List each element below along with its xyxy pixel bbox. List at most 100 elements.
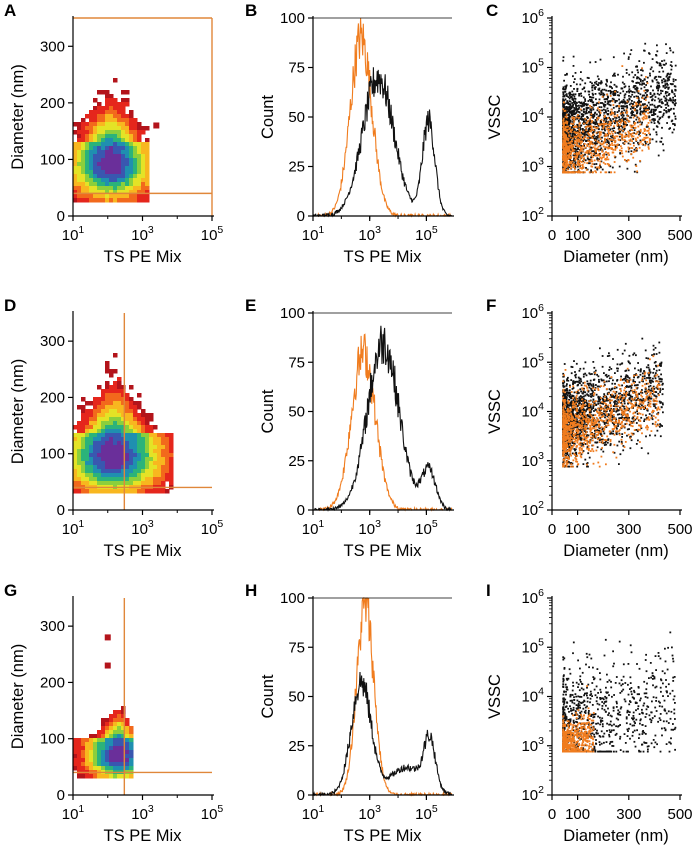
scatter-point — [595, 126, 597, 128]
scatter-point — [581, 141, 583, 143]
scatter-point — [600, 147, 603, 150]
scatter-point — [643, 420, 645, 422]
scatter-point — [602, 142, 605, 145]
scatter-point — [605, 422, 608, 424]
scatter-point — [604, 374, 607, 377]
density-cell — [109, 409, 114, 414]
scatter-point — [661, 102, 663, 105]
scatter-point — [562, 131, 565, 134]
density-cell — [153, 453, 158, 458]
density-cell — [137, 150, 142, 155]
scatter-point — [638, 142, 641, 145]
scatter-point — [669, 83, 672, 85]
density-cell — [89, 477, 94, 482]
density-cell — [117, 130, 122, 135]
panel-letter: A — [4, 1, 16, 20]
scatter-point — [599, 148, 602, 151]
density-cell — [157, 449, 162, 454]
scatter-point — [631, 129, 634, 131]
density-cell — [121, 389, 126, 394]
density-cell — [97, 489, 102, 494]
scatter-point — [591, 115, 594, 118]
scatter-point — [660, 106, 663, 108]
scatter-point — [618, 132, 620, 135]
scatter-point — [577, 120, 580, 122]
scatter-point — [628, 397, 631, 399]
scatter-point — [631, 395, 634, 398]
density-cell — [81, 154, 86, 159]
scatter-point — [594, 88, 596, 90]
density-cell — [125, 473, 130, 478]
scatter-point — [632, 138, 635, 140]
density-cell — [161, 489, 166, 494]
scatter-point — [645, 94, 648, 97]
scatter-point — [643, 408, 645, 410]
scatter-point — [660, 92, 662, 95]
density-cell — [109, 98, 114, 103]
scatter-point — [614, 156, 616, 159]
scatter-point — [570, 156, 573, 158]
density-cell — [77, 182, 82, 187]
scatter-point — [580, 109, 583, 112]
density-cell — [117, 441, 122, 446]
scatter-point — [597, 148, 600, 151]
density-cell — [117, 421, 122, 426]
density-cell — [77, 166, 82, 171]
density-cell — [129, 174, 134, 179]
density-cell — [81, 178, 86, 183]
scatter-point — [606, 79, 608, 81]
scatter-point — [613, 144, 616, 146]
scatter-point — [651, 138, 654, 141]
scatter-point — [596, 147, 599, 150]
density-cell — [109, 118, 114, 123]
scatter-point — [666, 86, 668, 89]
scatter-point — [585, 133, 588, 136]
scatter-point — [575, 153, 578, 155]
scatter-point — [568, 108, 570, 111]
scatter-point — [565, 102, 568, 104]
scatter-point — [598, 166, 600, 168]
density-cell — [141, 150, 146, 155]
scatter-point — [564, 139, 567, 142]
scatter-point — [641, 83, 643, 86]
scatter-point — [651, 354, 653, 356]
scatter-point — [565, 110, 568, 113]
scatter-point — [616, 144, 618, 147]
histogram-line-black — [313, 325, 452, 512]
scatter-point — [608, 126, 611, 128]
density-cell — [165, 469, 170, 474]
scatter-point — [669, 127, 671, 129]
density-cell — [97, 417, 102, 422]
scatter-point — [621, 133, 623, 136]
scatter-point — [612, 74, 614, 77]
scatter-point — [595, 98, 597, 101]
scatter-point — [585, 119, 588, 121]
density-cell — [137, 469, 142, 474]
scatter-point — [609, 143, 612, 146]
scatter-point — [650, 108, 653, 111]
scatter-point — [618, 128, 621, 131]
scatter-point — [572, 75, 574, 78]
scatter-point — [631, 125, 634, 128]
density-cell — [109, 182, 114, 187]
density-cell — [93, 405, 98, 410]
scatter-point — [607, 130, 610, 133]
scatter-point — [605, 151, 607, 153]
scatter-point — [562, 88, 564, 90]
density-cell — [153, 469, 158, 474]
scatter-point — [626, 124, 628, 126]
scatter-point — [567, 110, 570, 113]
scatter-point — [636, 384, 639, 386]
scatter-point — [580, 137, 582, 140]
scatter-point — [579, 83, 582, 86]
scatter-point — [653, 405, 656, 408]
scatter-point — [588, 126, 591, 129]
scatter-point — [591, 92, 594, 95]
density-cell — [97, 118, 102, 123]
scatter-point — [590, 152, 593, 154]
scatter-point — [628, 88, 631, 91]
density-cell — [129, 114, 134, 119]
scatter-point — [649, 72, 651, 75]
scatter-point — [641, 117, 644, 120]
density-cell — [105, 138, 110, 143]
